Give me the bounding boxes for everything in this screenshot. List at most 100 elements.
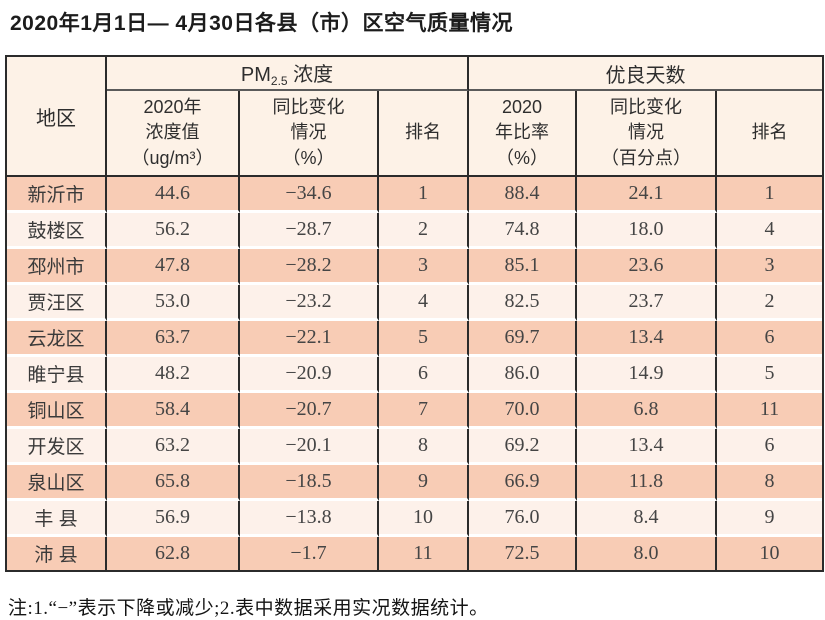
cell-good-rank: 1 xyxy=(717,177,823,213)
col-header-pm-change: 同比变化 情况 （%） xyxy=(240,91,379,177)
cell-region: 邳州市 xyxy=(7,249,107,285)
cell-pm-rank: 5 xyxy=(379,321,470,357)
cell-region: 新沂市 xyxy=(7,177,107,213)
cell-good-rank: 6 xyxy=(717,321,823,357)
cell-pm-rank: 10 xyxy=(379,501,470,537)
table-header: 地区 PM2.5 浓度 优良天数 2020年 浓度值 （ug/m³） 同比变化 … xyxy=(7,57,823,177)
footnote: 注:1.“−”表示下降或减少;2.表中数据采用实况数据统计。 xyxy=(8,598,489,619)
cell-region: 铜山区 xyxy=(7,393,107,429)
header-sub-row: 2020年 浓度值 （ug/m³） 同比变化 情况 （%） 排名 2020 年比… xyxy=(7,91,823,177)
cell-region: 泉山区 xyxy=(7,465,107,501)
cell-good-rank: 5 xyxy=(717,357,823,393)
table-row: 沛 县 62.8 −1.7 11 72.5 8.0 10 xyxy=(7,537,823,570)
cell-pm-change: −28.2 xyxy=(240,249,379,285)
cell-good-change: 23.6 xyxy=(577,249,718,285)
col-header-pm-value: 2020年 浓度值 （ug/m³） xyxy=(107,91,240,177)
col-group-pm25: PM2.5 浓度 xyxy=(107,57,470,91)
cell-pm-value: 58.4 xyxy=(107,393,240,429)
cell-pm-change: −34.6 xyxy=(240,177,379,213)
cell-good-ratio: 69.7 xyxy=(469,321,578,357)
cell-pm-rank: 3 xyxy=(379,249,470,285)
table-row: 云龙区 63.7 −22.1 5 69.7 13.4 6 xyxy=(7,321,823,357)
cell-pm-value: 56.9 xyxy=(107,501,240,537)
col-header-region: 地区 xyxy=(7,57,107,177)
pm-subscript: 2.5 xyxy=(270,74,288,88)
cell-region: 开发区 xyxy=(7,429,107,465)
cell-good-rank: 9 xyxy=(717,501,823,537)
cell-good-change: 13.4 xyxy=(577,429,718,465)
cell-pm-rank: 2 xyxy=(379,213,470,249)
cell-pm-rank: 6 xyxy=(379,357,470,393)
cell-good-change: 8.4 xyxy=(577,501,718,537)
cell-good-rank: 4 xyxy=(717,213,823,249)
cell-good-change: 11.8 xyxy=(577,465,718,501)
cell-pm-change: −20.7 xyxy=(240,393,379,429)
cell-pm-value: 62.8 xyxy=(107,537,240,570)
cell-good-change: 18.0 xyxy=(577,213,718,249)
cell-good-ratio: 66.9 xyxy=(469,465,578,501)
cell-good-rank: 11 xyxy=(717,393,823,429)
cell-good-rank: 3 xyxy=(717,249,823,285)
cell-region: 贾汪区 xyxy=(7,285,107,321)
table-row: 新沂市 44.6 −34.6 1 88.4 24.1 1 xyxy=(7,177,823,213)
cell-pm-rank: 8 xyxy=(379,429,470,465)
cell-good-ratio: 85.1 xyxy=(469,249,578,285)
col-group-good-days: 优良天数 xyxy=(469,57,823,91)
cell-good-ratio: 74.8 xyxy=(469,213,578,249)
cell-good-rank: 2 xyxy=(717,285,823,321)
cell-good-ratio: 76.0 xyxy=(469,501,578,537)
cell-pm-value: 63.7 xyxy=(107,321,240,357)
col-header-good-change: 同比变化 情况 （百分点） xyxy=(577,91,718,177)
cell-region: 云龙区 xyxy=(7,321,107,357)
cell-pm-value: 48.2 xyxy=(107,357,240,393)
cell-good-change: 23.7 xyxy=(577,285,718,321)
table-row: 泉山区 65.8 −18.5 9 66.9 11.8 8 xyxy=(7,465,823,501)
cell-good-rank: 10 xyxy=(717,537,823,570)
cell-good-rank: 6 xyxy=(717,429,823,465)
cell-pm-change: −20.1 xyxy=(240,429,379,465)
cell-pm-value: 47.8 xyxy=(107,249,240,285)
cell-good-ratio: 70.0 xyxy=(469,393,578,429)
table-row: 鼓楼区 56.2 −28.7 2 74.8 18.0 4 xyxy=(7,213,823,249)
table-row: 贾汪区 53.0 −23.2 4 82.5 23.7 2 xyxy=(7,285,823,321)
col-header-pm-rank: 排名 xyxy=(379,91,470,177)
cell-pm-rank: 11 xyxy=(379,537,470,570)
header-group-row: 地区 PM2.5 浓度 优良天数 xyxy=(7,57,823,177)
cell-pm-rank: 4 xyxy=(379,285,470,321)
air-quality-table: 地区 PM2.5 浓度 优良天数 2020年 浓度值 （ug/m³） 同比变化 … xyxy=(5,55,825,572)
cell-good-rank: 8 xyxy=(717,465,823,501)
cell-pm-change: −23.2 xyxy=(240,285,379,321)
cell-region: 鼓楼区 xyxy=(7,213,107,249)
cell-region: 睢宁县 xyxy=(7,357,107,393)
cell-pm-value: 63.2 xyxy=(107,429,240,465)
cell-pm-value: 65.8 xyxy=(107,465,240,501)
cell-good-ratio: 72.5 xyxy=(469,537,578,570)
pm-label-suffix: 浓度 xyxy=(287,64,334,86)
cell-good-change: 6.8 xyxy=(577,393,718,429)
table-row: 丰 县 56.9 −13.8 10 76.0 8.4 9 xyxy=(7,501,823,537)
cell-pm-change: −13.8 xyxy=(240,501,379,537)
pm-label: PM xyxy=(240,64,271,86)
table-row: 邳州市 47.8 −28.2 3 85.1 23.6 3 xyxy=(7,249,823,285)
cell-pm-value: 44.6 xyxy=(107,177,240,213)
cell-good-ratio: 88.4 xyxy=(469,177,578,213)
cell-good-change: 13.4 xyxy=(577,321,718,357)
page-title: 2020年1月1日— 4月30日各县（市）区空气质量情况 xyxy=(10,12,513,35)
table-row: 开发区 63.2 −20.1 8 69.2 13.4 6 xyxy=(7,429,823,465)
cell-good-change: 14.9 xyxy=(577,357,718,393)
cell-pm-rank: 7 xyxy=(379,393,470,429)
table-row: 铜山区 58.4 −20.7 7 70.0 6.8 11 xyxy=(7,393,823,429)
col-header-good-ratio: 2020 年比率 （%） xyxy=(469,91,578,177)
cell-pm-value: 56.2 xyxy=(107,213,240,249)
cell-good-ratio: 69.2 xyxy=(469,429,578,465)
cell-pm-change: −28.7 xyxy=(240,213,379,249)
col-header-good-rank: 排名 xyxy=(717,91,823,177)
cell-good-ratio: 86.0 xyxy=(469,357,578,393)
cell-region: 沛 县 xyxy=(7,537,107,570)
cell-pm-change: −1.7 xyxy=(240,537,379,570)
cell-good-change: 8.0 xyxy=(577,537,718,570)
cell-pm-change: −20.9 xyxy=(240,357,379,393)
cell-pm-change: −22.1 xyxy=(240,321,379,357)
cell-pm-rank: 1 xyxy=(379,177,470,213)
